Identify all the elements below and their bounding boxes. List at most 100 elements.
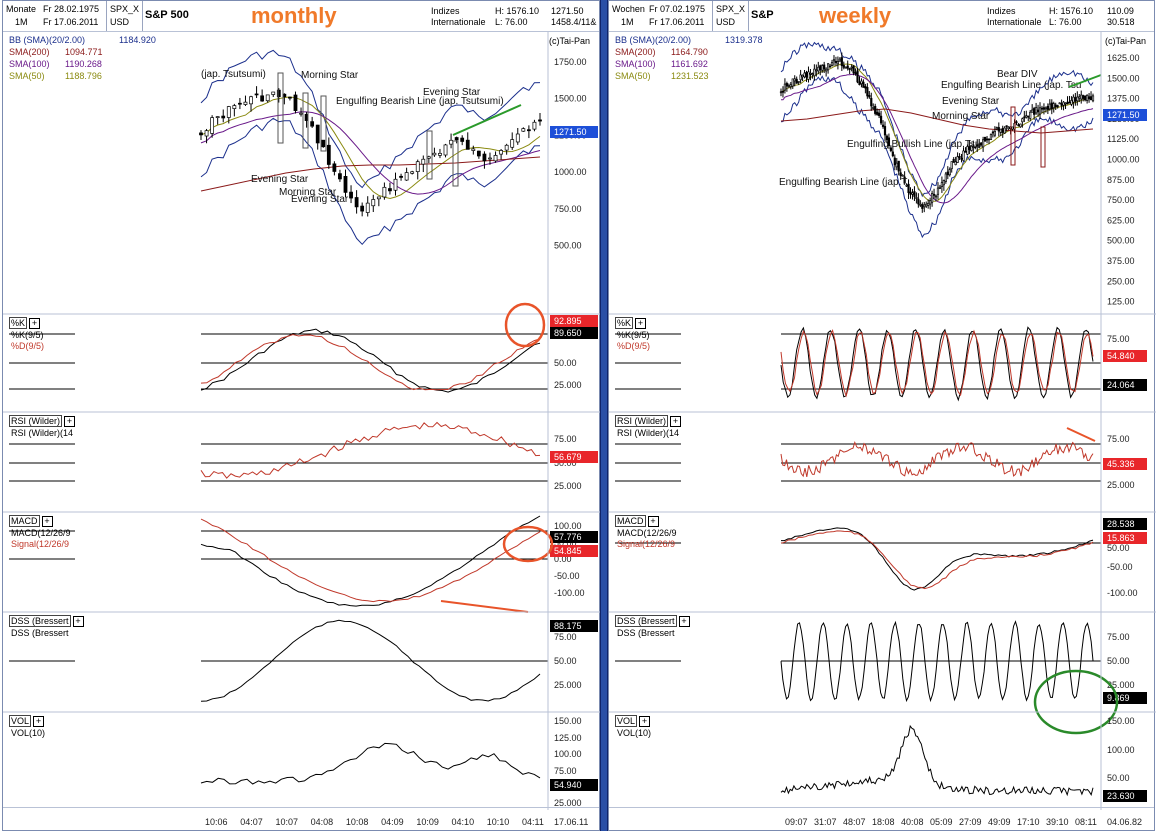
candle-body bbox=[972, 146, 975, 148]
rsi-name[interactable]: RSI (Wilder) bbox=[9, 415, 62, 427]
stoch-name[interactable]: %K bbox=[9, 317, 28, 329]
candle-body bbox=[538, 119, 542, 122]
candle-body bbox=[983, 136, 987, 142]
time-tick: 04:09 bbox=[381, 817, 404, 827]
expand-icon[interactable]: + bbox=[33, 716, 45, 728]
symbol-box[interactable]: SPX_X USD bbox=[106, 1, 144, 31]
price-tick: 1625.00 bbox=[1107, 53, 1140, 63]
range-label[interactable]: 1M bbox=[621, 17, 634, 27]
candle-body bbox=[940, 182, 944, 187]
candle-body bbox=[1040, 107, 1044, 110]
candle-body bbox=[942, 180, 945, 186]
candle-body bbox=[876, 111, 879, 115]
time-tick: 10:08 bbox=[346, 817, 369, 827]
overlay-label: SMA(200) bbox=[9, 47, 50, 57]
candle-body bbox=[946, 171, 949, 176]
macd-tick: 100.00 bbox=[554, 521, 582, 531]
expand-icon[interactable]: + bbox=[72, 616, 84, 628]
candle-body bbox=[934, 195, 938, 198]
price-tick: 750.00 bbox=[554, 204, 582, 214]
stoch-line-2: %D(9/5) bbox=[617, 341, 651, 351]
market-line-1: Indizes bbox=[431, 6, 460, 16]
candle-body bbox=[932, 193, 936, 196]
candle-body bbox=[1038, 107, 1042, 115]
candle-body bbox=[921, 204, 924, 209]
candle-body bbox=[1056, 105, 1059, 107]
time-tick: 10:10 bbox=[487, 817, 510, 827]
stoch-value-badge bbox=[1103, 350, 1147, 362]
macd-name[interactable]: MACD bbox=[9, 515, 40, 527]
expand-icon[interactable]: + bbox=[647, 516, 659, 528]
candle-body bbox=[870, 97, 873, 107]
pattern-annotation: Evening Star bbox=[423, 87, 481, 98]
symbol-box[interactable]: SPX_X USD bbox=[712, 1, 750, 31]
range-label[interactable]: 1M bbox=[15, 17, 28, 27]
expand-icon[interactable]: + bbox=[29, 318, 41, 330]
price-tick: 500.00 bbox=[554, 241, 582, 251]
expand-icon[interactable]: + bbox=[41, 516, 53, 528]
candle-body bbox=[950, 161, 953, 170]
expand-icon[interactable]: + bbox=[64, 416, 75, 428]
expand-icon[interactable]: + bbox=[635, 318, 647, 330]
vol-tick: 150.00 bbox=[1107, 716, 1135, 726]
candle-body bbox=[1084, 95, 1087, 101]
currency: USD bbox=[110, 17, 130, 27]
candle-body bbox=[925, 203, 928, 207]
monthly-chart-panel[interactable]: Monate Fr 28.02.1975 1M Fr 17.06.2011 SP… bbox=[2, 0, 601, 831]
candle-body bbox=[310, 121, 315, 127]
stoch-series-1 bbox=[200, 333, 541, 391]
candle-body bbox=[471, 148, 476, 151]
expand-icon[interactable]: + bbox=[670, 416, 681, 428]
rsi-line-1: RSI (Wilder)(14 bbox=[617, 428, 680, 438]
candle-body bbox=[999, 128, 1002, 133]
candle-body bbox=[1091, 95, 1095, 102]
macd-legend: MACD + bbox=[615, 515, 659, 528]
candle-body bbox=[779, 91, 783, 94]
macd-name[interactable]: MACD bbox=[615, 515, 646, 527]
candle-body bbox=[1058, 102, 1061, 105]
rsi-name[interactable]: RSI (Wilder) bbox=[615, 415, 668, 427]
dss-name[interactable]: DSS (Bressert bbox=[9, 615, 71, 627]
time-end: 04.06.82 bbox=[1107, 817, 1142, 827]
price-badge-text: 1271.50 bbox=[1107, 110, 1140, 120]
candle-body bbox=[858, 81, 861, 86]
candle-body bbox=[805, 72, 808, 78]
dss-tick: 75.00 bbox=[554, 632, 577, 642]
candle-body bbox=[960, 157, 963, 160]
overlay-0: BB (SMA)(20/2.00) 1184.920 bbox=[9, 35, 156, 45]
dss-tick: 25.000 bbox=[1107, 680, 1135, 690]
expand-icon[interactable]: + bbox=[639, 716, 651, 728]
stoch-name[interactable]: %K bbox=[615, 317, 634, 329]
low-value: L: 76.00 bbox=[495, 17, 528, 27]
dss-name[interactable]: DSS (Bressert bbox=[615, 615, 677, 627]
candle-body bbox=[426, 156, 431, 159]
panel-splitter[interactable] bbox=[600, 0, 608, 831]
macd-value: 57.776 bbox=[554, 532, 582, 542]
chart-header: Monate Fr 28.02.1975 1M Fr 17.06.2011 SP… bbox=[3, 1, 599, 32]
divergence-line bbox=[1066, 427, 1096, 442]
macd-tick: 0.00 bbox=[554, 554, 572, 564]
rsi-tick: 75.00 bbox=[554, 434, 577, 444]
candle-body bbox=[365, 202, 370, 213]
expand-icon[interactable]: + bbox=[678, 616, 690, 628]
overlay-value: 1164.790 bbox=[671, 47, 708, 57]
chart-title: monthly bbox=[251, 3, 337, 28]
candle-body bbox=[1050, 102, 1053, 110]
weekly-chart-panel[interactable]: Wochen Fr 07.02.1975 1M Fr 17.06.2011 SP… bbox=[608, 0, 1156, 831]
vol-name[interactable]: VOL bbox=[9, 715, 32, 727]
time-tick: 10:09 bbox=[416, 817, 439, 827]
candle-body bbox=[878, 112, 881, 116]
vol-line-1: VOL(10) bbox=[11, 728, 46, 738]
vol-name[interactable]: VOL bbox=[615, 715, 638, 727]
candle-body bbox=[901, 174, 904, 177]
candle-body bbox=[1062, 101, 1065, 106]
candle-body bbox=[332, 163, 337, 172]
vol-tick: 25.000 bbox=[554, 798, 582, 808]
candle-body bbox=[826, 63, 830, 71]
candle-body bbox=[443, 144, 448, 156]
time-tick: 04:11 bbox=[522, 817, 544, 827]
candle-body bbox=[893, 157, 896, 166]
time-tick: 09:07 bbox=[785, 817, 808, 827]
low-value: L: 76.00 bbox=[1049, 17, 1082, 27]
candle-body bbox=[848, 68, 851, 70]
